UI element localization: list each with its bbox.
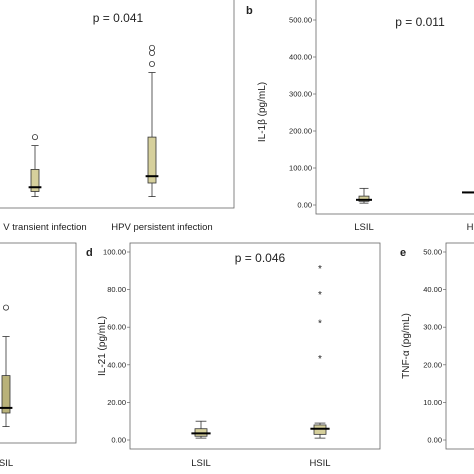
y-tick-label-4: 30.00 bbox=[423, 323, 442, 332]
panel-a-p-value: p = 0.041 bbox=[93, 11, 144, 25]
y-tick-label-4: 60.00 bbox=[107, 323, 126, 332]
y-tick-label-2: 10.00 bbox=[423, 398, 442, 407]
box-1-outlier-1 bbox=[3, 304, 9, 311]
panel-d-category-1: LSIL bbox=[191, 458, 211, 469]
y-tick-label-1: 0.00 bbox=[111, 436, 126, 445]
panel-b-category-2: H bbox=[467, 222, 474, 233]
panel-c-frame bbox=[0, 242, 77, 444]
panel-a-frame bbox=[0, 0, 235, 209]
y-tick-label-4: 300.00 bbox=[289, 90, 312, 99]
y-tick-label-6: 100.00 bbox=[103, 248, 126, 257]
y-tick-label-3: 200.00 bbox=[289, 127, 312, 136]
panel-c-plot bbox=[0, 304, 13, 428]
y-tick-label-5: 400.00 bbox=[289, 53, 312, 62]
panel-b-letter: b bbox=[246, 5, 253, 17]
y-tick-label-3: 20.00 bbox=[423, 360, 442, 369]
y-tick-label-5: 80.00 bbox=[107, 285, 126, 294]
y-tick-label-2: 20.00 bbox=[107, 398, 126, 407]
y-tick-label-1: 0.00 bbox=[297, 201, 312, 210]
panel-a: p = 0.041 V transient infection HPV pers… bbox=[0, 0, 235, 233]
panel-a-category-2: HPV persistent infection bbox=[111, 222, 212, 233]
box-1-iqr bbox=[1, 375, 11, 414]
box-2-outlier-1 bbox=[148, 61, 155, 68]
panel-c-category-1: SIL bbox=[0, 458, 13, 469]
panel-a-plot bbox=[28, 44, 159, 198]
y-tick-label-1: 0.00 bbox=[427, 436, 442, 445]
y-tick-label-6: 500.00 bbox=[289, 16, 312, 25]
box-2-iqr bbox=[147, 136, 157, 184]
panel-d-y-ticks: 0.00 20.00 40.00 60.00 80.00 100.00 bbox=[103, 248, 130, 445]
y-tick-label-6: 50.00 bbox=[423, 248, 442, 257]
y-tick-label-5: 40.00 bbox=[423, 285, 442, 294]
panel-b-plot bbox=[356, 187, 474, 204]
panel-e-y-axis-label: TNF-α (pg/mL) bbox=[401, 313, 412, 379]
box-1-outlier-1 bbox=[32, 134, 39, 141]
panel-e-letter: e bbox=[400, 247, 406, 259]
box-2-extreme-3: * bbox=[318, 290, 322, 301]
panel-b-category-1: LSIL bbox=[354, 222, 374, 233]
box-2-outlier-3 bbox=[148, 44, 155, 51]
panel-b-frame bbox=[315, 0, 474, 215]
panel-d-p-value: p = 0.046 bbox=[235, 251, 286, 265]
panel-b: b p = 0.011 IL-1β (pg/mL) 0.00 100.00 200.… bbox=[246, 0, 474, 233]
box-1-iqr bbox=[358, 195, 370, 202]
panel-d-frame bbox=[129, 242, 381, 450]
panel-c: SIL bbox=[0, 242, 77, 469]
panel-d: d p = 0.046 IL-21 (pg/mL) 0.00 20.00 40.00… bbox=[86, 242, 381, 469]
box-2-outlier-2 bbox=[148, 49, 155, 56]
panel-b-p-value: p = 0.011 bbox=[395, 15, 445, 29]
panel-e-frame bbox=[445, 242, 474, 450]
box-2-extreme-2: * bbox=[318, 318, 322, 329]
panel-b-y-ticks: 0.00 100.00 200.00 300.00 400.00 500.00 bbox=[289, 16, 316, 210]
panel-d-plot: * * * * bbox=[191, 264, 330, 439]
box-2-extreme-1: * bbox=[318, 354, 322, 365]
panel-a-category-1: V transient infection bbox=[3, 222, 86, 233]
panel-b-y-axis-label: IL-1β (pg/mL) bbox=[257, 82, 268, 142]
panel-d-category-2: HSIL bbox=[309, 458, 330, 469]
y-tick-label-3: 40.00 bbox=[107, 360, 126, 369]
box-1-iqr bbox=[30, 168, 40, 192]
panel-d-y-axis-label: IL-21 (pg/mL) bbox=[97, 316, 108, 376]
panel-e: e TNF-α (pg/mL) 0.00 10.00 20.00 30.00 40.00… bbox=[400, 242, 474, 450]
box-2-extreme-4: * bbox=[318, 264, 322, 275]
y-tick-label-2: 100.00 bbox=[289, 164, 312, 173]
panel-e-y-ticks: 0.00 10.00 20.00 30.00 40.00 50.00 bbox=[423, 248, 446, 445]
panel-d-letter: d bbox=[86, 247, 93, 259]
